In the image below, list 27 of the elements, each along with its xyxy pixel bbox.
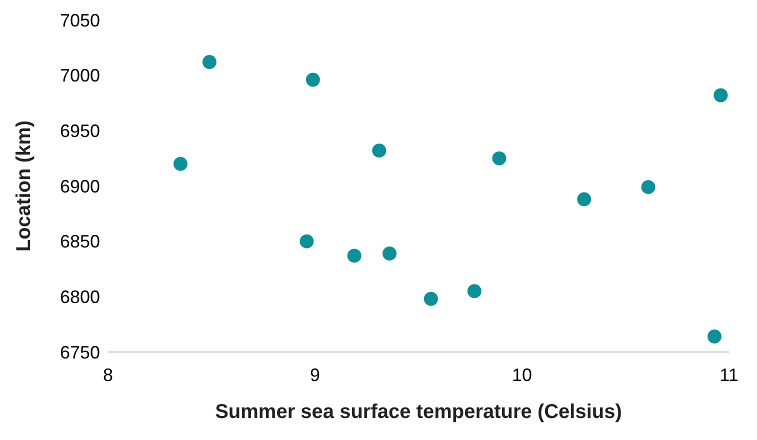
y-tick-label: 6750 [60,342,100,362]
point [382,246,397,261]
point [708,330,722,344]
point [467,284,482,298]
point [306,72,320,87]
y-tick-label: 6850 [60,232,100,252]
x-tick-label: 11 [720,364,738,385]
point [173,156,188,171]
point [424,292,438,306]
x-tick-label: 8 [102,364,114,385]
point [714,88,728,102]
point [300,234,314,248]
point [372,144,386,158]
y-tick-label: 7000 [60,66,100,86]
point [641,180,656,194]
point [492,151,506,166]
point [577,192,592,206]
point [347,248,362,263]
y-tick-label: 7050 [60,10,100,30]
y-tick-label: 6950 [60,121,100,142]
point [202,55,216,70]
x-axis-title: Summer sea surface temperature (Celsius) [215,401,622,423]
y-tick-label: 6800 [60,287,100,308]
y-tick-label: 6900 [60,176,100,196]
x-tick-label: 9 [310,364,320,385]
x-tick-label: 10 [512,364,532,385]
y-axis-title: Location (km) [13,120,36,252]
